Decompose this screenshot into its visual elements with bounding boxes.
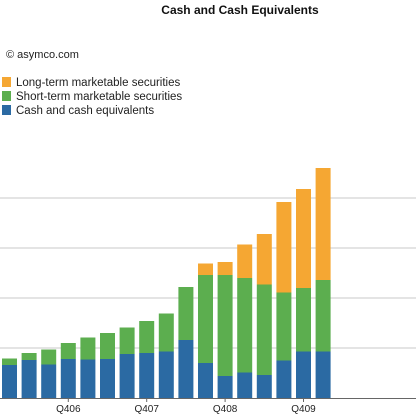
bar-segment-short-term [21,353,37,360]
legend-swatch-long-term [2,77,11,87]
x-axis: Q406 Q407 Q408 Q409 [0,398,416,415]
bar-segment-short-term [276,292,292,361]
bar-segment-cash [217,376,233,398]
bar-segment-short-term [119,327,135,354]
bar-segment-cash [100,359,115,398]
bar-segment-cash [158,351,174,398]
legend-swatch-short-term [2,91,11,101]
bar-segment-cash [237,372,253,398]
bar-segment-short-term [139,321,155,353]
x-tick-label: Q408 [213,404,238,415]
bar-segment-cash [41,364,57,398]
legend-label-short-term: Short-term marketable securities [16,91,182,103]
bar-segment-cash [296,351,311,398]
credit-text: © asymco.com [6,49,79,61]
bar-segment-short-term [178,287,194,340]
bar-segment-short-term [60,343,76,359]
bar-segment-short-term [217,275,233,376]
legend: Long-term marketable securities Short-ter… [2,77,182,117]
x-tick-label: Q406 [56,404,81,415]
bar-segment-cash [139,353,155,398]
x-tick-label: Q407 [134,404,159,415]
bar-segment-cash [198,363,213,398]
bar-segment-cash [256,375,272,398]
bar-segment-short-term [315,280,331,352]
bar-segment-cash [119,354,135,398]
bar-segment-long-term [276,202,292,293]
bar-segment-long-term [198,263,213,275]
x-tick-label: Q409 [291,404,316,415]
bar-segment-cash [178,340,194,398]
bar-segment-short-term [198,275,213,363]
bar-segment-short-term [237,278,253,373]
bar-segment-short-term [158,313,174,352]
bar-segment-long-term [217,262,233,275]
bar-segment-cash [2,365,17,398]
bars [2,168,331,398]
chart-title: Cash and Cash Equivalents [161,3,319,17]
bar-segment-short-term [100,333,115,359]
bar-segment-short-term [2,358,17,365]
bar-segment-long-term [237,244,253,278]
bar-segment-cash [315,351,331,398]
bar-segment-cash [21,360,37,398]
bar-segment-cash [60,359,76,398]
bar-segment-short-term [296,288,311,352]
bar-segment-cash [276,360,292,398]
bar-segment-short-term [256,284,272,375]
legend-swatch-cash [2,105,11,115]
bar-segment-short-term [80,337,96,360]
bar-segment-long-term [315,168,331,280]
bar-segment-short-term [41,349,57,365]
bar-segment-long-term [296,189,311,288]
legend-label-cash: Cash and cash equivalents [16,105,154,117]
bar-segment-long-term [256,234,272,285]
bar-segment-cash [80,359,96,398]
legend-label-long-term: Long-term marketable securities [16,77,181,89]
